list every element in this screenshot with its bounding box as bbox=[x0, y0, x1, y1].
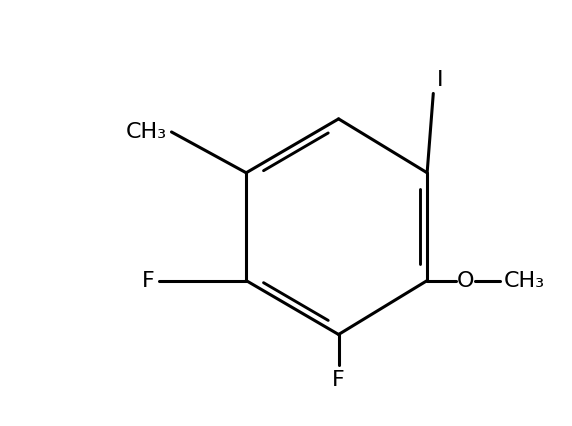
Text: F: F bbox=[332, 370, 345, 390]
Text: I: I bbox=[437, 70, 444, 90]
Text: CH₃: CH₃ bbox=[126, 122, 167, 142]
Text: O: O bbox=[457, 271, 474, 291]
Text: CH₃: CH₃ bbox=[504, 271, 545, 291]
Text: F: F bbox=[142, 271, 154, 291]
